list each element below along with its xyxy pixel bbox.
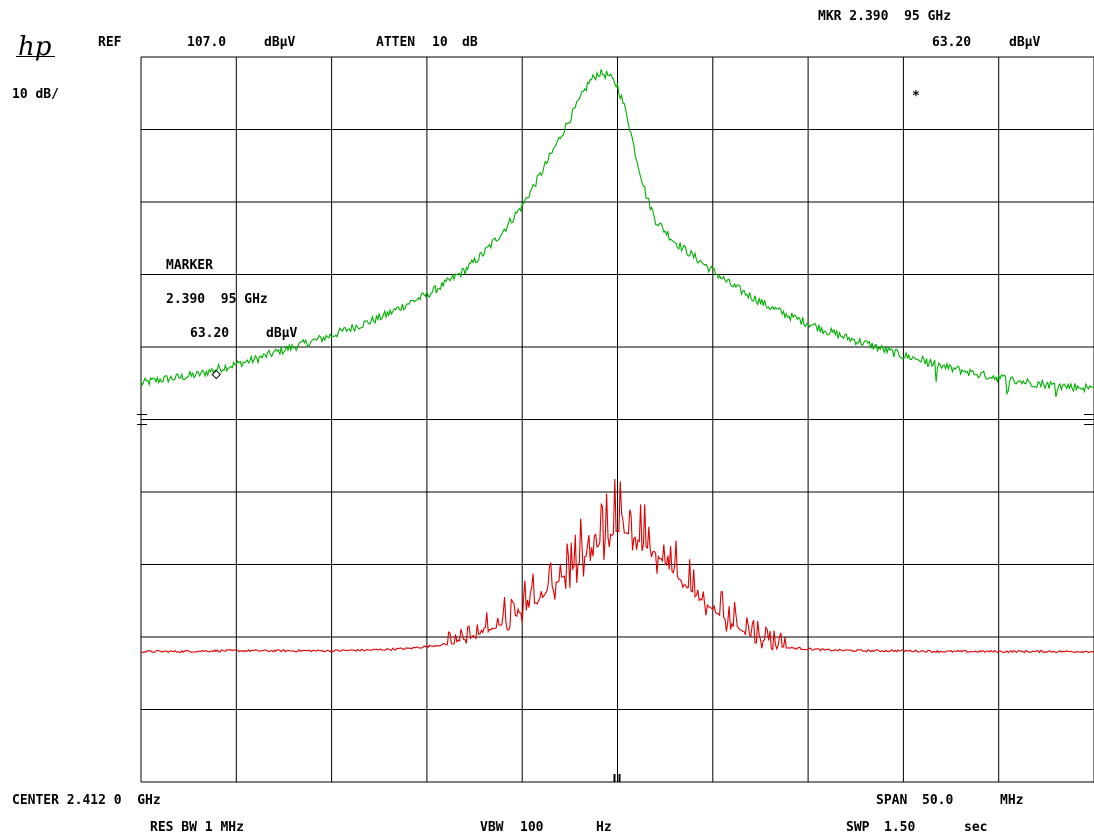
hp-logo: hp [15,32,56,62]
ref-label: REF [98,35,122,50]
marker-level-unit: dBμV [1009,35,1041,50]
vbw-label: VBW [480,820,504,835]
span-value: 50.0 [922,793,954,808]
res-bw: RES BW 1 MHz [150,820,244,835]
center-frequency: CENTER 2.412 0 GHz [12,793,161,808]
ref-value: 107.0 [187,35,227,50]
vbw-value: 100 [520,820,544,835]
marker-readout: MKR 2.390 95 GHz [818,9,952,24]
ref-unit: dBμV [264,35,296,50]
center-tick [613,774,616,782]
plot-decor [137,369,1094,782]
marker-box-unit: dBμV [266,326,298,341]
marker-star-icon: * [912,89,920,104]
marker-box-level: 63.20 [190,326,230,341]
scale-label: 10 dB/ [12,87,59,102]
marker-level: 63.20 [932,35,972,50]
sweep-unit: sec [964,820,988,835]
red-trace [140,478,1094,654]
marker-title: MARKER [166,258,213,273]
marker-diamond-icon [211,369,221,380]
atten-value: 10 [432,35,448,50]
atten-unit: dB [462,35,478,50]
sweep-value: 1.50 [884,820,916,835]
plot-grid [140,56,1094,783]
atten-label: ATTEN [376,35,416,50]
green-trace [140,69,1094,398]
plot-traces [140,69,1094,654]
center-tick [618,774,621,782]
vbw-unit: Hz [596,820,612,835]
span-unit: MHz [1000,793,1024,808]
span-label: SPAN [876,793,908,808]
marker-frequency: 2.390 95 GHz [166,292,268,307]
sweep-label: SWP [846,820,870,835]
